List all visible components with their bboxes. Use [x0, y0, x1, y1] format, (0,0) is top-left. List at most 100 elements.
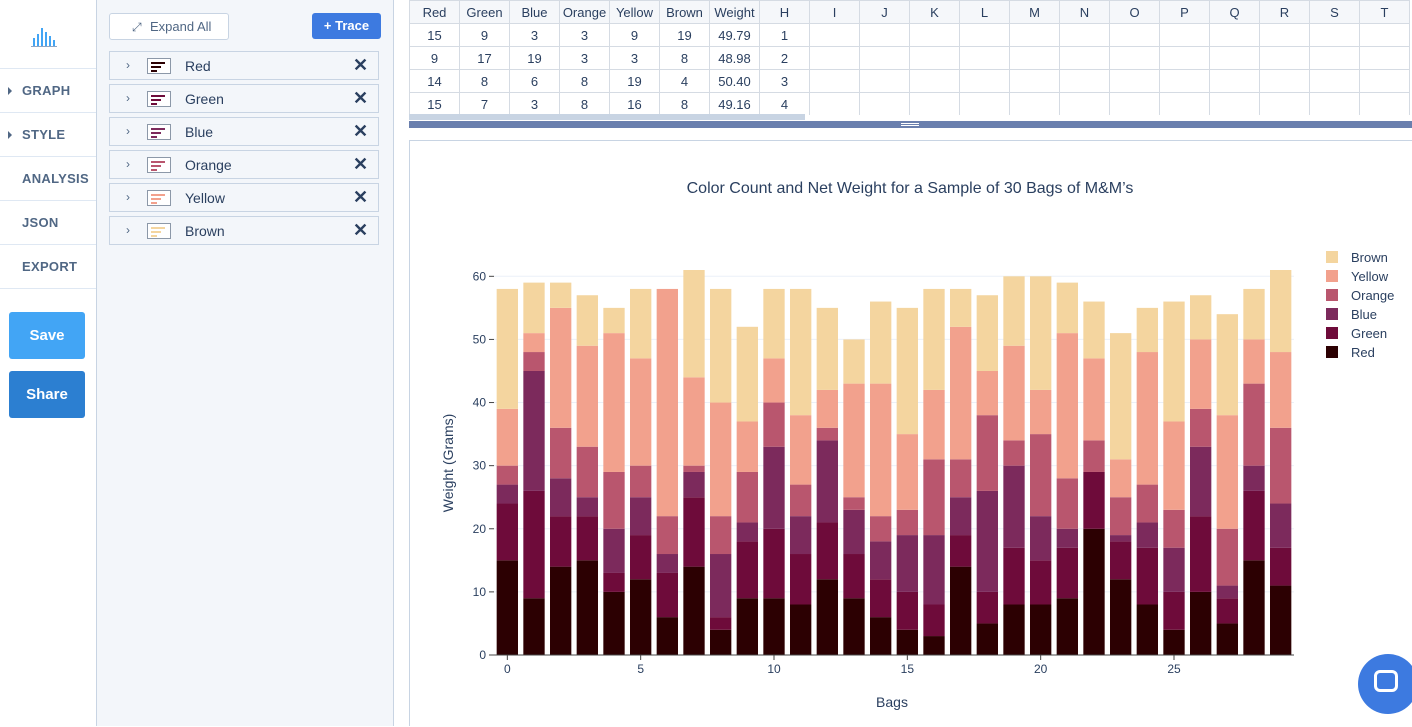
bar-blue[interactable]: [656, 554, 678, 573]
legend-item-green[interactable]: Green: [1326, 326, 1387, 341]
grid-cell[interactable]: 3: [609, 46, 660, 70]
column-header[interactable]: T: [1359, 0, 1410, 24]
bar-brown[interactable]: [710, 288, 732, 403]
bar-red[interactable]: [1110, 579, 1132, 655]
grid-cell[interactable]: 19: [609, 69, 660, 93]
grid-cell[interactable]: [1359, 92, 1410, 115]
trace-item-orange[interactable]: › Orange ✕: [109, 150, 379, 179]
bar-red[interactable]: [550, 566, 572, 655]
bar-yellow[interactable]: [656, 288, 678, 517]
bar-blue[interactable]: [1243, 465, 1265, 491]
bar-orange[interactable]: [736, 471, 758, 523]
bar-green[interactable]: [1270, 547, 1292, 586]
column-header[interactable]: O: [1109, 0, 1160, 24]
column-header[interactable]: M: [1009, 0, 1060, 24]
grid-cell[interactable]: 19: [659, 23, 710, 47]
column-header[interactable]: Red: [409, 0, 460, 24]
grid-cell[interactable]: [1109, 46, 1160, 70]
bar-green[interactable]: [896, 591, 918, 630]
bar-orange[interactable]: [1030, 434, 1052, 517]
bar-brown[interactable]: [790, 288, 812, 416]
column-header[interactable]: Green: [459, 0, 510, 24]
bar-brown[interactable]: [1190, 295, 1212, 340]
bar-brown[interactable]: [1270, 270, 1292, 353]
bar-green[interactable]: [550, 516, 572, 567]
bar-blue[interactable]: [550, 478, 572, 517]
grid-cell[interactable]: [859, 92, 910, 115]
legend-item-orange[interactable]: Orange: [1326, 288, 1394, 303]
grid-cell[interactable]: [1059, 92, 1110, 115]
legend-item-brown[interactable]: Brown: [1326, 250, 1388, 265]
bar-red[interactable]: [1003, 604, 1025, 655]
bar-red[interactable]: [603, 591, 625, 655]
bar-green[interactable]: [603, 572, 625, 592]
bar-green[interactable]: [1243, 490, 1265, 561]
bar-yellow[interactable]: [1270, 352, 1292, 428]
bar-orange[interactable]: [1163, 509, 1185, 548]
column-header[interactable]: Yellow: [609, 0, 660, 24]
bar-blue[interactable]: [576, 497, 598, 517]
grid-cell[interactable]: [909, 92, 960, 115]
chevron-right-icon[interactable]: ›: [126, 124, 130, 138]
grid-cell[interactable]: [1209, 92, 1260, 115]
grid-cell[interactable]: [1209, 46, 1260, 70]
bar-blue[interactable]: [870, 541, 892, 580]
bar-orange[interactable]: [763, 402, 785, 447]
bar-orange[interactable]: [1136, 484, 1158, 523]
nav-item-analysis[interactable]: ANALYSIS: [0, 156, 96, 200]
grid-cell[interactable]: [1109, 69, 1160, 93]
bar-green[interactable]: [923, 604, 945, 637]
grid-cell[interactable]: 8: [459, 69, 510, 93]
bar-yellow[interactable]: [950, 326, 972, 460]
bar-green[interactable]: [1136, 547, 1158, 605]
bar-yellow[interactable]: [1110, 459, 1132, 498]
grid-cell[interactable]: 9: [609, 23, 660, 47]
bar-yellow[interactable]: [523, 333, 545, 353]
bar-red[interactable]: [576, 560, 598, 655]
bar-green[interactable]: [1030, 560, 1052, 605]
bar-green[interactable]: [576, 516, 598, 561]
bar-orange[interactable]: [816, 427, 838, 441]
grid-cell[interactable]: [909, 69, 960, 93]
chevron-right-icon[interactable]: ›: [126, 157, 130, 171]
bar-orange[interactable]: [523, 352, 545, 371]
bar-brown[interactable]: [1056, 282, 1078, 334]
bar-yellow[interactable]: [843, 383, 865, 498]
bar-blue[interactable]: [603, 528, 625, 573]
bar-green[interactable]: [683, 497, 705, 567]
grid-cell[interactable]: [1159, 23, 1210, 47]
bar-yellow[interactable]: [683, 377, 705, 466]
bar-orange[interactable]: [630, 465, 652, 498]
bar-yellow[interactable]: [896, 434, 918, 510]
bar-red[interactable]: [1190, 591, 1212, 655]
bar-red[interactable]: [816, 579, 838, 655]
bar-brown[interactable]: [843, 339, 865, 384]
bar-brown[interactable]: [1110, 333, 1132, 460]
grid-cell[interactable]: [1159, 92, 1210, 115]
bar-orange[interactable]: [1270, 427, 1292, 504]
legend-item-red[interactable]: Red: [1326, 345, 1375, 360]
bar-blue[interactable]: [816, 440, 838, 523]
delete-trace-icon[interactable]: ✕: [353, 220, 369, 240]
bar-yellow[interactable]: [816, 389, 838, 428]
bar-blue[interactable]: [736, 522, 758, 542]
bar-yellow[interactable]: [736, 421, 758, 472]
grid-cell[interactable]: [959, 46, 1010, 70]
expand-all-button[interactable]: ⤢ Expand All: [109, 13, 229, 40]
bar-yellow[interactable]: [1163, 421, 1185, 510]
grid-cell[interactable]: [1109, 23, 1160, 47]
column-header[interactable]: H: [759, 0, 810, 24]
bar-red[interactable]: [1083, 528, 1105, 655]
bar-brown[interactable]: [683, 270, 705, 378]
save-button[interactable]: Save: [9, 312, 85, 359]
legend-item-blue[interactable]: Blue: [1326, 307, 1377, 322]
bar-yellow[interactable]: [1216, 415, 1238, 529]
bar-brown[interactable]: [603, 307, 625, 334]
bar-blue[interactable]: [950, 497, 972, 536]
trace-item-yellow[interactable]: › Yellow ✕: [109, 183, 379, 212]
bar-red[interactable]: [763, 598, 785, 655]
bar-yellow[interactable]: [550, 307, 572, 428]
column-header[interactable]: I: [809, 0, 860, 24]
column-header[interactable]: S: [1309, 0, 1360, 24]
bar-green[interactable]: [843, 554, 865, 599]
